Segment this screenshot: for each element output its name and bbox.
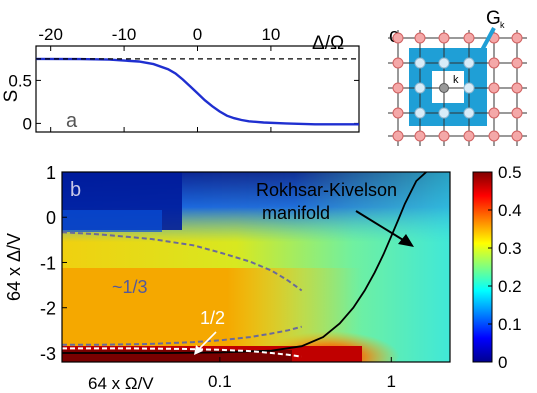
panel-b: 10-1-2-3 0.1 1 b Rokhsar-Kivelson manifol… [4, 163, 451, 393]
half-plateau-annotation: 1/2 [200, 308, 225, 328]
lattice-site [414, 57, 426, 69]
lattice-site [438, 130, 450, 142]
panel-a-y-tick-label: 0 [23, 114, 32, 133]
lattice-site [463, 32, 475, 44]
lattice-site [392, 107, 404, 119]
lattice-site [438, 32, 450, 44]
panel-a-x-tick-label: -20 [38, 25, 63, 44]
colorbar-tick-label: 0.3 [498, 239, 522, 258]
panel-a-x-tick-label: -10 [112, 25, 137, 44]
panel-b-y-tick-label: 0 [46, 208, 56, 228]
lattice-site [463, 57, 475, 69]
g-subscript: k [500, 20, 505, 30]
lattice-site [463, 107, 475, 119]
panel-a-series [35, 57, 359, 126]
panel-a-curve [35, 57, 359, 126]
panel-b-dashed-boundary [62, 231, 303, 292]
lattice-site [511, 82, 523, 94]
panel-b-dashed-boundary [62, 347, 302, 358]
lattice-site [392, 57, 404, 69]
half-arrow-head [194, 345, 203, 355]
panel-b-y-tick-label: -3 [40, 344, 56, 364]
lattice-site [511, 32, 523, 44]
heatmap-field [62, 172, 450, 362]
panel-c: c G k k [388, 8, 527, 146]
lattice-site [438, 57, 450, 69]
colorbar-tick-label: 0.5 [498, 163, 522, 182]
panel-b-y-tick-label: -2 [40, 299, 56, 319]
g-pointer-line [479, 27, 496, 53]
panel-a-x-ticks: -20 -10 0 10 [38, 25, 280, 132]
lattice-site [463, 82, 475, 94]
colorbar-tick-label: 0 [498, 353, 507, 372]
rk-annotation-line1: Rokhsar-Kivelson [256, 180, 397, 200]
lattice-site [414, 130, 426, 142]
lattice-site [488, 107, 500, 119]
lattice-site-k [439, 83, 449, 93]
rk-annotation-line2: manifold [262, 203, 330, 223]
panel-a: -20 -10 0 10 0 0.5 a Δ/Ω S [1, 25, 360, 133]
g-label: G [486, 8, 501, 29]
colorbar-gradient [472, 171, 493, 363]
panel-b-y-axis-label: 64 x Δ/V [4, 233, 24, 301]
panel-a-x-tick-label: 0 [193, 25, 202, 44]
panel-a-x-axis-label: Δ/Ω [312, 33, 344, 54]
colorbar: 0.5 0.4 0.3 0.2 0.1 0 [472, 163, 522, 372]
third-plateau-annotation: ~1/3 [112, 277, 148, 297]
lattice-site [511, 57, 523, 69]
panel-a-x-tick-label: 10 [261, 25, 280, 44]
lattice-grid [388, 30, 527, 146]
half-arrow-shaft [197, 331, 217, 351]
panel-b-y-tick-label: 1 [46, 163, 56, 183]
lattice-site [392, 130, 404, 142]
panel-b-x-ticks: 0.1 1 [208, 357, 396, 391]
lattice-site [438, 107, 450, 119]
site-k-label: k [453, 74, 459, 86]
rk-arrow-head [398, 234, 414, 247]
lattice-site [463, 130, 475, 142]
lattice-site [488, 130, 500, 142]
lattice-site [488, 57, 500, 69]
rk-manifold-curve [62, 172, 427, 354]
colorbar-ticks: 0.5 0.4 0.3 0.2 0.1 0 [488, 163, 522, 372]
panel-b-y-ticks: 1 0 -1 -2 -3 [40, 163, 67, 364]
colorbar-tick-label: 0.1 [498, 315, 522, 334]
colorbar-tick-label: 0.2 [498, 277, 522, 296]
panel-b-y-tick-label: -1 [40, 253, 56, 273]
panel-a-label: a [66, 110, 78, 132]
colorbar-tick-label: 0.4 [498, 201, 522, 220]
panel-b-label: b [70, 179, 81, 201]
panel-a-y-tick-label: 0.5 [8, 71, 32, 90]
lattice-site [414, 107, 426, 119]
panel-b-frame [61, 171, 451, 363]
lattice-site [511, 130, 523, 142]
rk-arrow-shaft [355, 210, 409, 244]
lattice-site [414, 32, 426, 44]
panel-b-x-tick-label: 1 [387, 372, 396, 391]
lattice-site [392, 32, 404, 44]
lattice-site [392, 82, 404, 94]
panel-a-y-axis-label: S [1, 90, 22, 103]
lattice-site [414, 82, 426, 94]
lattice-site [511, 107, 523, 119]
panel-b-x-tick-label: 0.1 [208, 372, 232, 391]
panel-b-x-axis-label: 64 x Ω/V [88, 374, 154, 393]
lattice-site [488, 82, 500, 94]
panel-b-curves [62, 172, 427, 358]
